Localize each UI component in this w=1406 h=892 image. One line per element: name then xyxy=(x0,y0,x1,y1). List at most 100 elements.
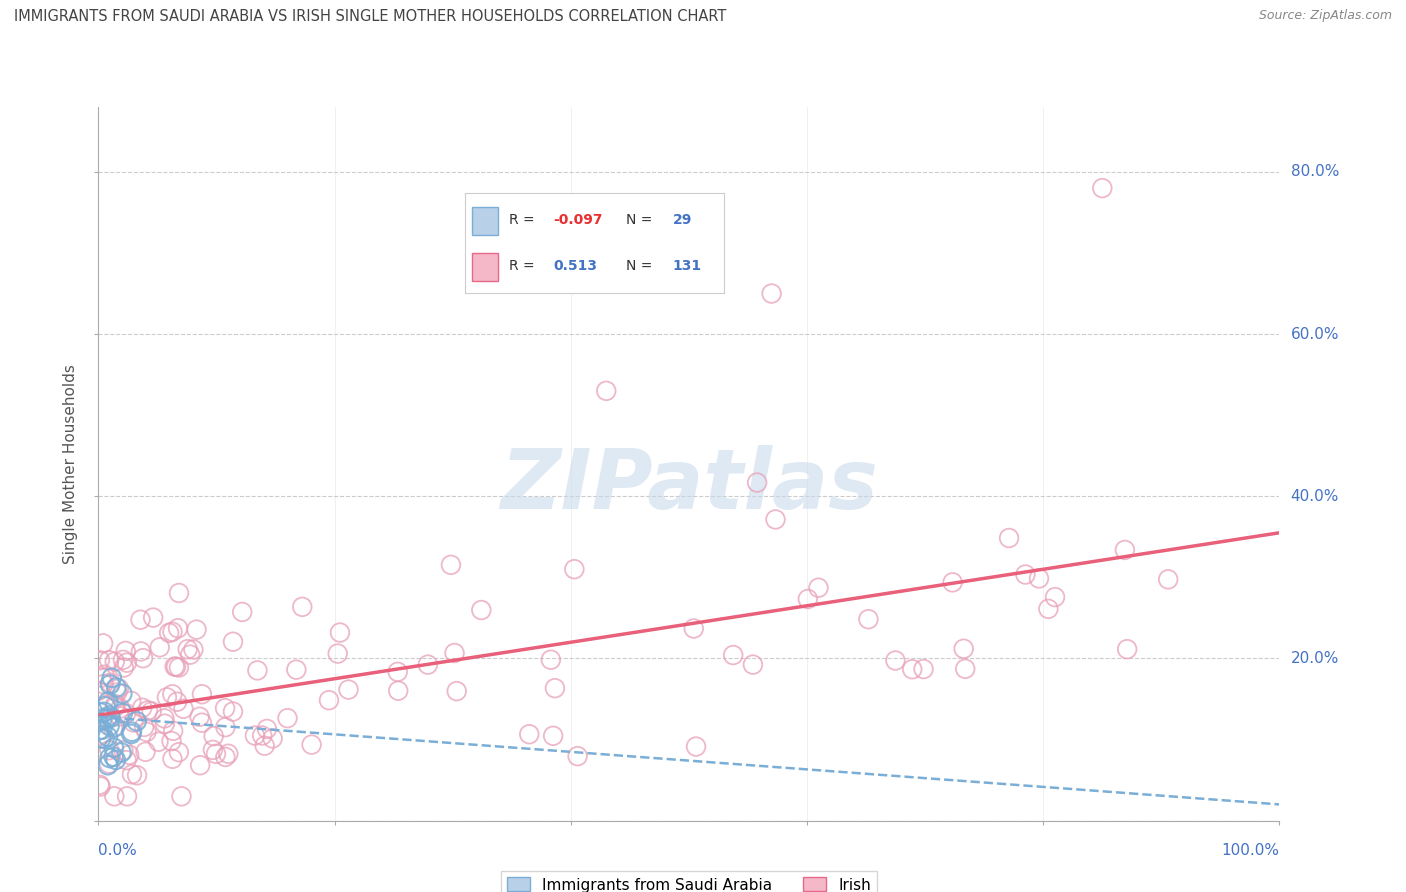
Point xyxy=(256,722,278,736)
Point xyxy=(98,653,121,667)
Point xyxy=(1043,590,1066,604)
Point xyxy=(167,586,190,600)
Point xyxy=(103,749,125,764)
Point xyxy=(136,703,159,717)
Point xyxy=(176,642,198,657)
Point xyxy=(301,738,323,752)
Point xyxy=(387,665,409,679)
Point xyxy=(153,711,176,725)
Point xyxy=(337,682,360,697)
Point xyxy=(243,729,266,743)
Point xyxy=(153,716,176,731)
Text: -0.097: -0.097 xyxy=(553,212,602,227)
Point xyxy=(191,687,214,701)
Text: N =: N = xyxy=(626,259,657,273)
Point xyxy=(231,605,253,619)
Point xyxy=(443,646,465,660)
Point xyxy=(797,592,820,607)
Point xyxy=(952,641,974,656)
Point xyxy=(94,699,117,714)
Point xyxy=(567,749,589,764)
Text: N =: N = xyxy=(626,212,657,227)
Point xyxy=(214,720,236,734)
Point xyxy=(183,642,205,657)
Point xyxy=(214,701,236,715)
Text: 40.0%: 40.0% xyxy=(1291,489,1339,504)
Point xyxy=(884,653,907,667)
Point xyxy=(191,715,214,730)
Point xyxy=(166,695,188,709)
Point xyxy=(132,651,155,665)
Point xyxy=(517,727,540,741)
Point xyxy=(93,731,115,746)
Point xyxy=(120,694,142,708)
Point xyxy=(205,747,228,761)
Point xyxy=(942,575,965,590)
Point xyxy=(276,711,298,725)
Point xyxy=(564,562,586,576)
Point xyxy=(901,662,924,676)
Point xyxy=(87,684,110,698)
Point xyxy=(120,727,142,741)
Point xyxy=(122,715,145,730)
Point xyxy=(98,675,121,690)
Point xyxy=(90,780,112,794)
Point xyxy=(1014,567,1036,582)
Point xyxy=(108,709,131,723)
Point xyxy=(953,662,976,676)
Point xyxy=(98,743,121,757)
Point xyxy=(105,685,128,699)
Point xyxy=(167,621,190,635)
Bar xyxy=(472,252,498,281)
Text: IMMIGRANTS FROM SAUDI ARABIA VS IRISH SINGLE MOTHER HOUSEHOLDS CORRELATION CHART: IMMIGRANTS FROM SAUDI ARABIA VS IRISH SI… xyxy=(14,9,727,24)
Y-axis label: Single Mother Households: Single Mother Households xyxy=(63,364,79,564)
Point xyxy=(682,622,704,636)
Point xyxy=(90,671,112,685)
Point xyxy=(90,731,112,746)
Text: ZIPatlas: ZIPatlas xyxy=(501,445,877,525)
Point xyxy=(685,739,707,754)
Point xyxy=(103,789,125,804)
Point xyxy=(222,634,245,648)
Text: 29: 29 xyxy=(672,212,692,227)
Point xyxy=(115,753,138,767)
Point xyxy=(96,711,118,725)
Point xyxy=(135,724,157,739)
Point xyxy=(93,677,115,691)
Point xyxy=(387,683,409,698)
Point xyxy=(118,747,141,762)
Point xyxy=(162,624,184,639)
Point xyxy=(291,599,314,614)
Point xyxy=(115,656,138,670)
Point xyxy=(111,653,134,667)
Text: 0.0%: 0.0% xyxy=(98,843,138,858)
Point xyxy=(89,706,111,720)
Point xyxy=(104,655,127,669)
Point xyxy=(167,660,190,674)
Point xyxy=(747,475,769,490)
Point xyxy=(761,286,783,301)
Point xyxy=(100,711,122,725)
Point xyxy=(285,663,308,677)
Point xyxy=(807,581,830,595)
Point xyxy=(142,610,165,624)
Point xyxy=(162,687,184,701)
Point xyxy=(1028,571,1050,585)
Text: 131: 131 xyxy=(672,259,702,273)
Point xyxy=(97,695,120,709)
Point xyxy=(111,687,134,701)
Point xyxy=(149,640,172,655)
Point xyxy=(108,681,131,696)
Point xyxy=(98,756,121,771)
Point xyxy=(129,613,152,627)
Point xyxy=(170,789,193,804)
Text: R =: R = xyxy=(509,212,538,227)
Point xyxy=(1091,181,1114,195)
Point xyxy=(162,723,184,738)
Point xyxy=(179,648,201,662)
Point xyxy=(115,706,138,721)
Point xyxy=(121,724,143,739)
Point xyxy=(250,729,273,743)
Point xyxy=(93,667,115,681)
Point xyxy=(318,693,340,707)
